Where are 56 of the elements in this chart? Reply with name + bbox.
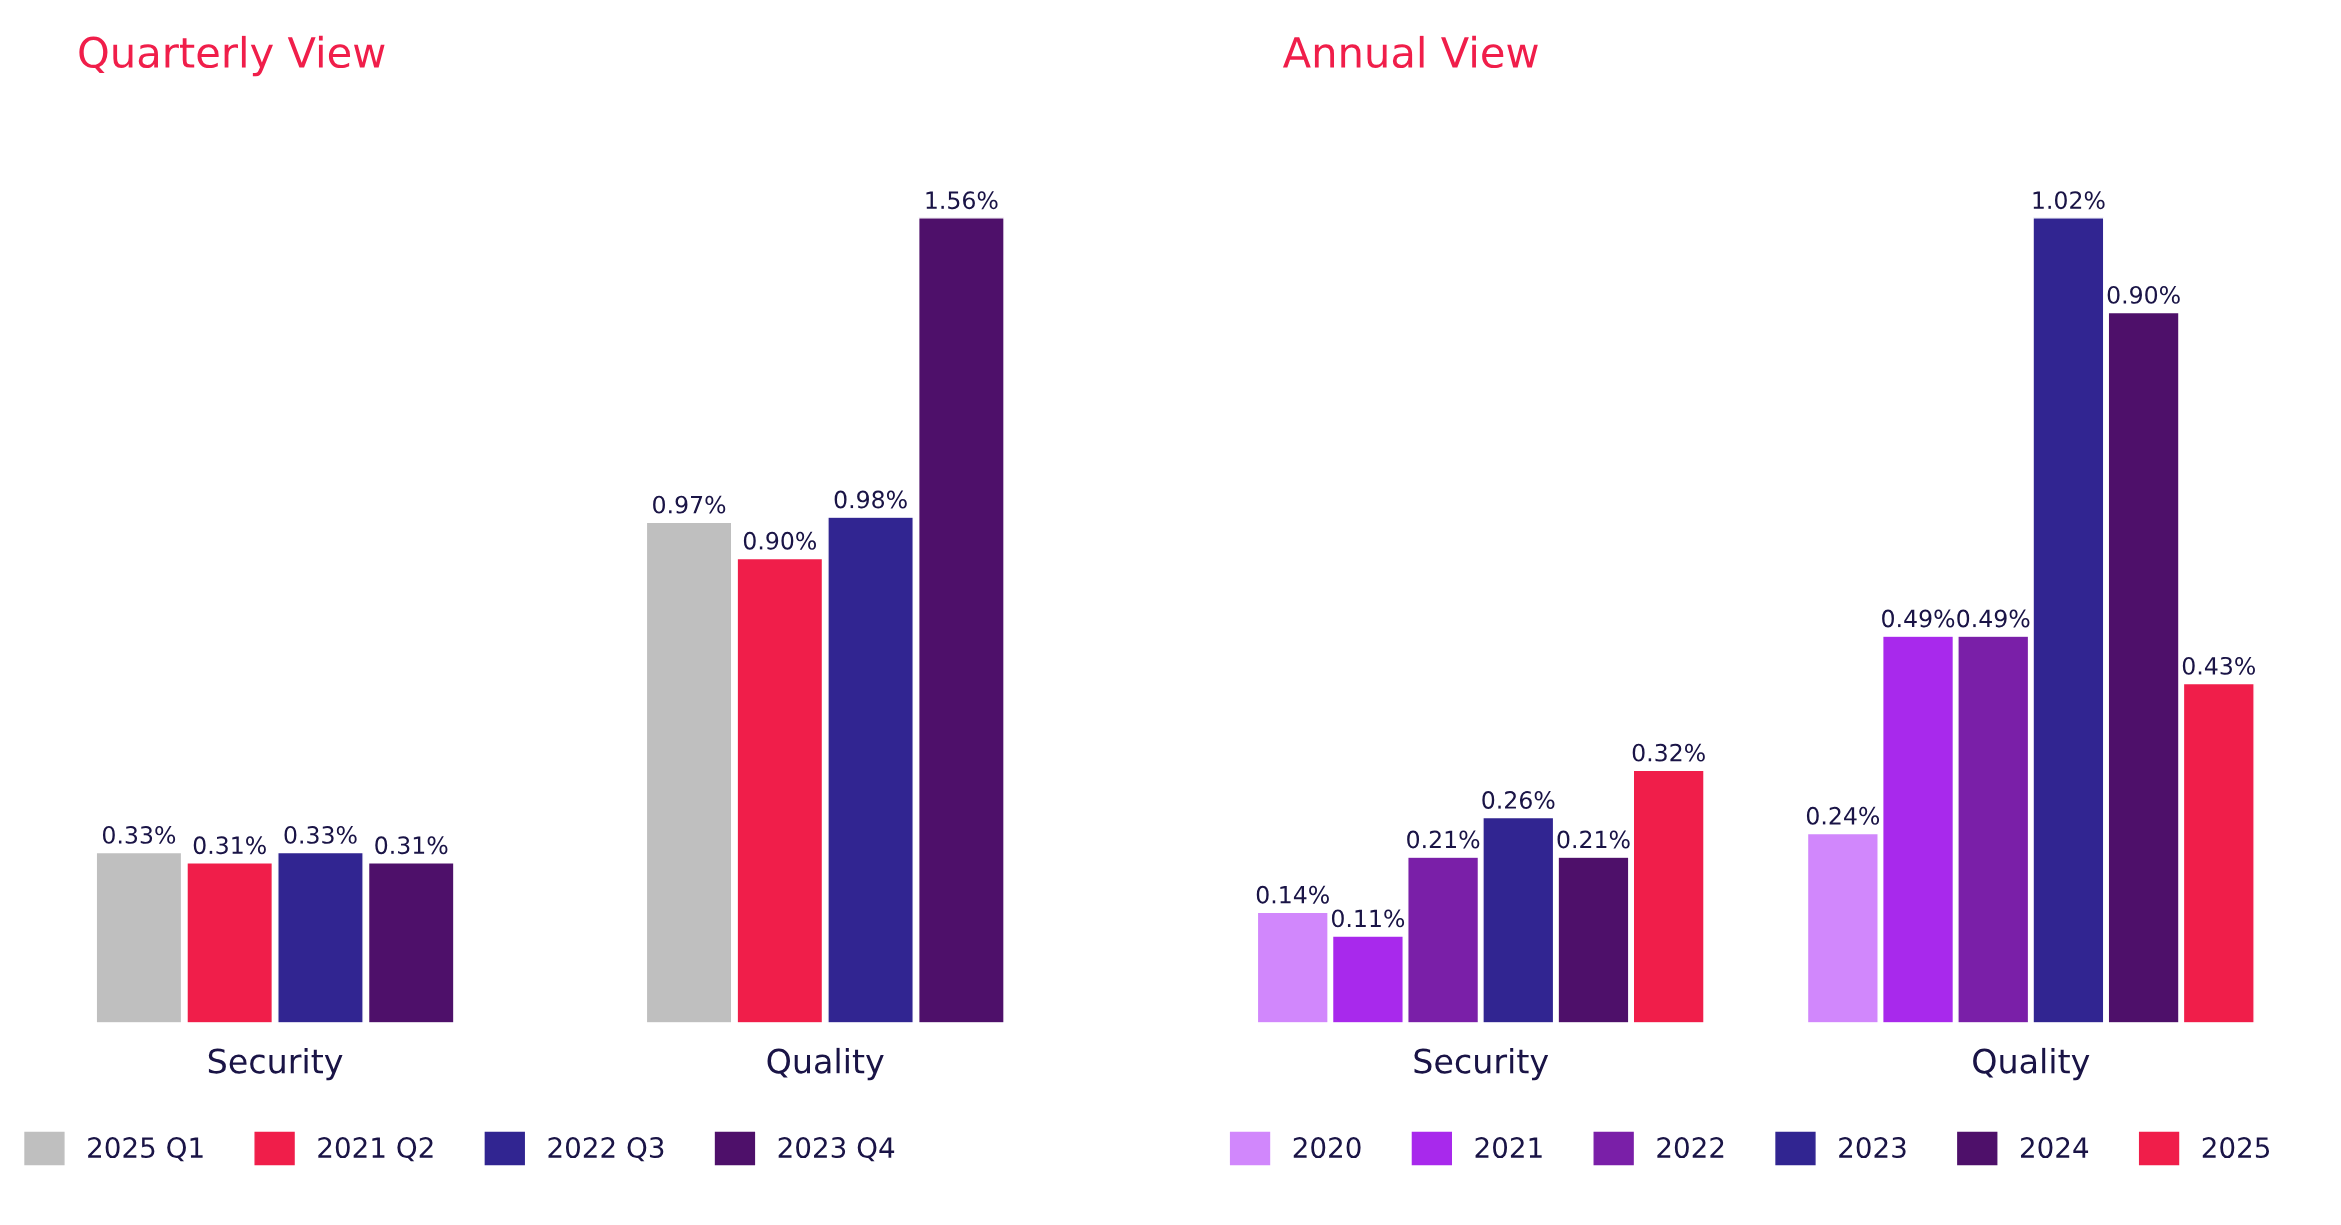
bar [645,521,733,1023]
legend-label: 2021 [1475,1137,1542,1159]
bar [918,217,1005,1023]
data-label: 0.33% [284,825,357,844]
bar [1806,832,1879,1023]
bar [2107,311,2180,1023]
chart-title: Annual View [1282,35,1538,69]
legend-label: 2020 [1293,1137,1361,1159]
data-label: 0.11% [1331,909,1405,928]
bar [827,516,914,1023]
bar [277,851,364,1023]
bar [2032,217,2105,1023]
bar [1557,856,1630,1023]
data-label: 0.21% [1407,830,1480,849]
x-tick-label: Security [1414,1047,1549,1081]
bar [2182,682,2255,1023]
data-label: 1.02% [2033,191,2105,210]
bar [1957,635,2030,1023]
data-label: 0.97% [653,495,726,514]
data-label: 0.24% [1806,806,1880,825]
bar [1331,935,1404,1023]
data-label: 0.26% [1482,791,1555,809]
data-label: 0.32% [1632,743,1705,762]
data-label: 0.90% [743,531,817,550]
data-label: 0.90% [2107,285,2180,304]
data-label: 0.31% [193,836,266,855]
data-label: 0.49% [1882,609,1955,628]
data-label: 0.21% [1557,830,1630,849]
bar [1256,911,1329,1023]
bar [95,851,183,1023]
data-label: 0.14% [1256,885,1329,904]
x-tick-label: Quality [1973,1047,2090,1081]
legend-label: 2024 [2020,1137,2089,1159]
legend-label: 2025 Q1 [88,1137,203,1162]
data-label: 0.49% [1957,609,2030,628]
data-label: 1.56% [926,191,998,210]
bar [1632,769,1705,1023]
legend-label: 2021 Q2 [318,1137,433,1162]
data-label: 0.98% [834,490,907,509]
legend-label: 2025 [2202,1137,2270,1159]
data-label: 0.31% [375,836,448,855]
legend-label: 2022 [1657,1137,1724,1159]
data-label: 0.43% [2182,656,2255,675]
bar [1407,856,1480,1023]
x-tick-label: Quality [767,1047,884,1081]
legend-label: 2022 Q3 [548,1137,664,1162]
legend-label: 2023 [1839,1137,1906,1159]
bar [1882,635,1955,1023]
data-label: 0.33% [102,825,176,844]
x-tick-label: Security [208,1047,343,1081]
chart-title: Quarterly View [79,35,385,77]
bar [736,557,824,1023]
legend-label: 2023 Q4 [778,1137,895,1162]
bar [186,862,274,1023]
bar [367,862,455,1023]
bar [1482,816,1555,1023]
